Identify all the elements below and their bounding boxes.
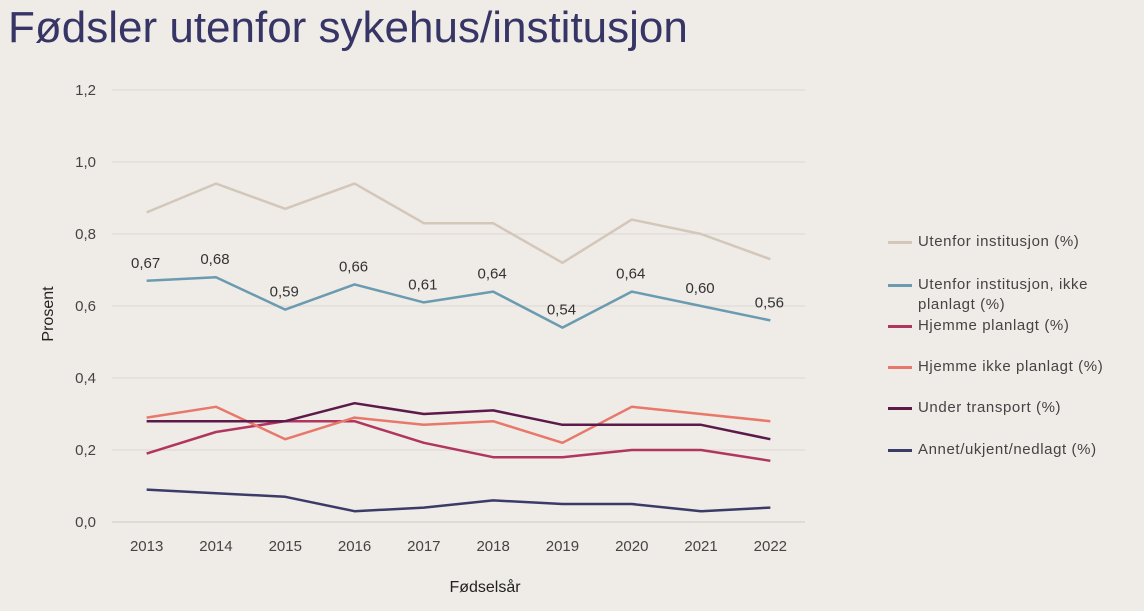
x-tick-label: 2013 (130, 538, 163, 555)
y-tick-label: 1,0 (75, 154, 96, 171)
x-tick-label: 2016 (338, 538, 371, 555)
y-tick-label: 0,8 (75, 226, 96, 243)
x-tick-label: 2022 (754, 538, 787, 555)
legend-item: Hjemme ikke planlagt (%) (888, 357, 1138, 377)
legend-label: Utenfor institusjon (%) (918, 233, 1080, 250)
legend-swatch (888, 449, 912, 452)
data-label: 0,60 (685, 280, 714, 297)
y-tick-label: 0,4 (75, 370, 96, 387)
x-tick-label: 2014 (199, 538, 232, 555)
y-tick-label: 0,2 (75, 442, 96, 459)
data-label: 0,59 (270, 284, 299, 301)
legend-label: Hjemme planlagt (%) (918, 317, 1070, 334)
legend-item: Annet/ukjent/nedlagt (%) (888, 440, 1138, 460)
x-tick-label: 2020 (615, 538, 648, 555)
data-label: 0,66 (339, 258, 368, 275)
data-label: 0,64 (616, 266, 645, 283)
legend-swatch (888, 366, 912, 369)
legend-label: Utenfor institusjon, ikke planlagt (%) (918, 276, 1089, 313)
series-line (146, 275, 771, 329)
series-line (146, 488, 771, 513)
y-axis-title: Prosent (40, 286, 57, 342)
legend-label: Annet/ukjent/nedlagt (%) (918, 441, 1097, 458)
legend-item: Under transport (%) (888, 398, 1138, 418)
series-line (146, 419, 771, 463)
legend-swatch (888, 407, 912, 410)
legend-swatch (888, 325, 912, 328)
legend-item: Utenfor institusjon, ikke planlagt (%) (888, 275, 1138, 315)
x-tick-label: 2021 (684, 538, 717, 555)
series-line (146, 182, 771, 265)
x-tick-label: 2019 (546, 538, 579, 555)
x-axis-title: Fødselsår (449, 578, 521, 596)
series-line (146, 401, 771, 441)
x-tick-label: 2017 (407, 538, 440, 555)
series-line (146, 405, 771, 445)
legend-item: Hjemme planlagt (%) (888, 316, 1138, 336)
legend-swatch (888, 284, 912, 287)
x-tick-label: 2018 (476, 538, 509, 555)
legend-item: Utenfor institusjon (%) (888, 232, 1138, 252)
chart-title: Fødsler utenfor sykehus/institusjon (8, 3, 688, 52)
legend-swatch (888, 241, 912, 244)
y-tick-label: 0,0 (75, 514, 96, 531)
data-label: 0,68 (200, 251, 229, 268)
data-label: 0,64 (478, 266, 507, 283)
data-label: 0,54 (547, 302, 576, 319)
y-tick-label: 0,6 (75, 298, 96, 315)
legend-label: Hjemme ikke planlagt (%) (918, 358, 1104, 375)
data-label: 0,61 (408, 276, 437, 293)
data-label: 0,67 (131, 255, 160, 272)
data-label: 0,56 (755, 294, 784, 311)
x-tick-label: 2015 (269, 538, 302, 555)
y-tick-label: 1,2 (75, 82, 96, 99)
legend-label: Under transport (%) (918, 399, 1062, 416)
